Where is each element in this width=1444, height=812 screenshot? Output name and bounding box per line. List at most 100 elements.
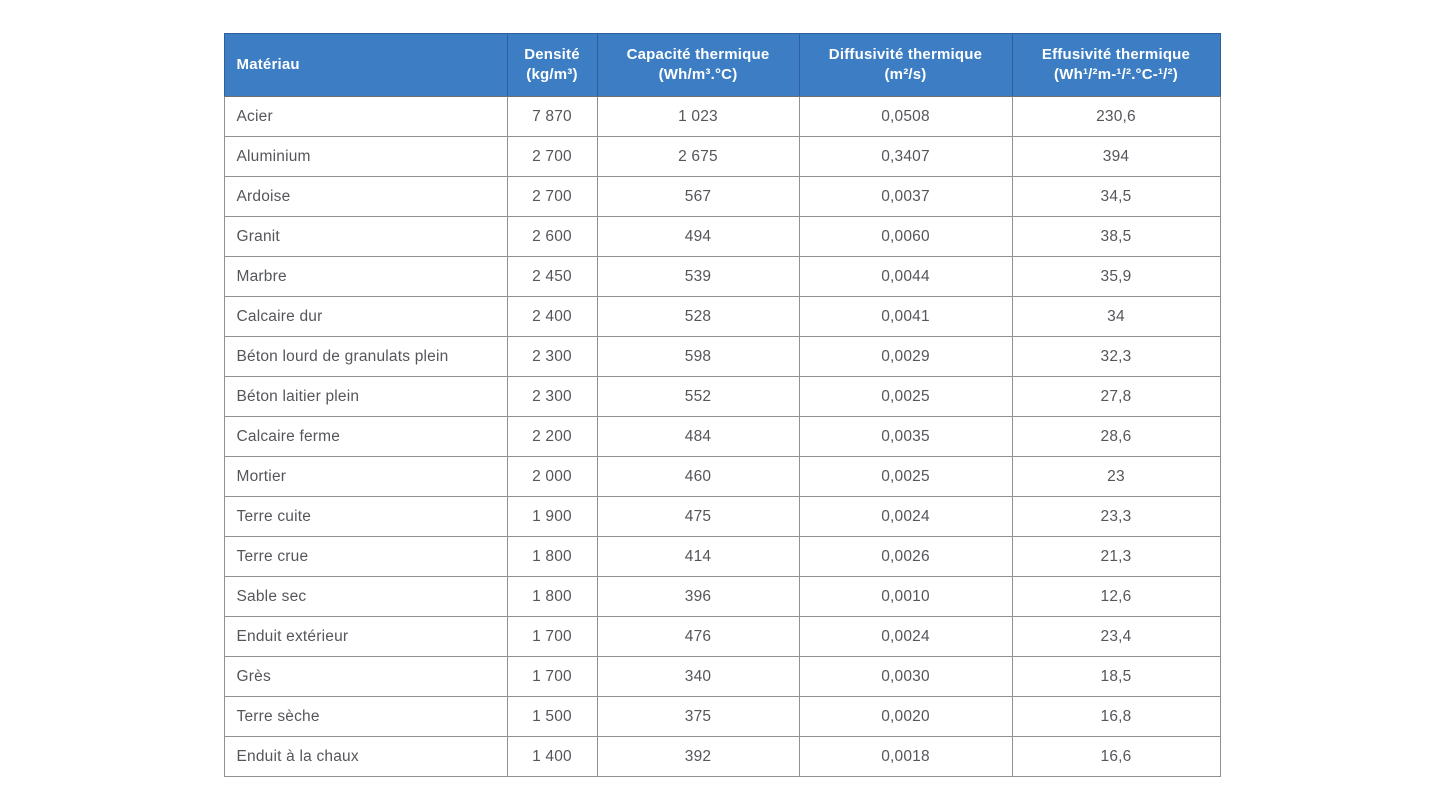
table-row: Terre crue 1 800 414 0,0026 21,3 xyxy=(223,536,1221,577)
cell-value: 392 xyxy=(596,736,800,777)
cell-material: Marbre xyxy=(223,256,508,297)
cell-value: 1 700 xyxy=(506,656,598,697)
column-label: Capacité thermique xyxy=(626,45,770,63)
cell-value: 38,5 xyxy=(1011,216,1221,257)
table-row: Calcaire ferme 2 200 484 0,0035 28,6 xyxy=(223,416,1221,457)
cell-value: 0,0030 xyxy=(798,656,1013,697)
cell-value: 0,0026 xyxy=(798,536,1013,577)
cell-value: 1 700 xyxy=(506,616,598,657)
cell-value: 0,0025 xyxy=(798,456,1013,497)
cell-value: 1 800 xyxy=(506,536,598,577)
cell-value: 0,0029 xyxy=(798,336,1013,377)
column-unit: (kg/m³) xyxy=(526,66,578,83)
cell-value: 1 023 xyxy=(596,96,800,137)
cell-material: Grès xyxy=(223,656,508,697)
column-label: Diffusivité thermique xyxy=(828,45,983,63)
cell-value: 21,3 xyxy=(1011,536,1221,577)
cell-value: 394 xyxy=(1011,136,1221,177)
cell-value: 340 xyxy=(596,656,800,697)
cell-value: 2 675 xyxy=(596,136,800,177)
cell-value: 476 xyxy=(596,616,800,657)
cell-value: 598 xyxy=(596,336,800,377)
cell-value: 12,6 xyxy=(1011,576,1221,617)
cell-material: Granit xyxy=(223,216,508,257)
cell-material: Enduit à la chaux xyxy=(223,736,508,777)
table-row: Enduit extérieur 1 700 476 0,0024 23,4 xyxy=(223,616,1221,657)
cell-value: 375 xyxy=(596,696,800,737)
cell-material: Calcaire dur xyxy=(223,296,508,337)
cell-value: 28,6 xyxy=(1011,416,1221,457)
cell-material: Ardoise xyxy=(223,176,508,217)
column-label: Effusivité thermique xyxy=(1041,45,1191,63)
cell-material: Terre crue xyxy=(223,536,508,577)
cell-value: 0,0024 xyxy=(798,616,1013,657)
cell-value: 35,9 xyxy=(1011,256,1221,297)
cell-value: 0,0508 xyxy=(798,96,1013,137)
cell-material: Acier xyxy=(223,96,508,137)
cell-value: 18,5 xyxy=(1011,656,1221,697)
table-row: Béton laitier plein 2 300 552 0,0025 27,8 xyxy=(223,376,1221,417)
cell-value: 16,8 xyxy=(1011,696,1221,737)
table-row: Mortier 2 000 460 0,0025 23 xyxy=(223,456,1221,497)
cell-value: 414 xyxy=(596,536,800,577)
cell-value: 2 000 xyxy=(506,456,598,497)
cell-value: 2 600 xyxy=(506,216,598,257)
cell-value: 1 800 xyxy=(506,576,598,617)
column-label: Densité xyxy=(524,45,580,63)
cell-value: 2 300 xyxy=(506,376,598,417)
cell-value: 539 xyxy=(596,256,800,297)
cell-value: 32,3 xyxy=(1011,336,1221,377)
cell-value: 2 400 xyxy=(506,296,598,337)
cell-value: 34,5 xyxy=(1011,176,1221,217)
table-body: Acier 7 870 1 023 0,0508 230,6 Aluminium 2 700… xyxy=(223,96,1221,777)
table-row: Enduit à la chaux 1 400 392 0,0018 16,6 xyxy=(223,736,1221,777)
cell-material: Sable sec xyxy=(223,576,508,617)
cell-value: 0,0044 xyxy=(798,256,1013,297)
table-row: Grès 1 700 340 0,0030 18,5 xyxy=(223,656,1221,697)
cell-value: 1 900 xyxy=(506,496,598,537)
cell-value: 0,0060 xyxy=(798,216,1013,257)
cell-value: 552 xyxy=(596,376,800,417)
column-label: Matériau xyxy=(236,55,300,73)
cell-value: 0,3407 xyxy=(798,136,1013,177)
column-header-materiau: Matériau xyxy=(223,33,508,97)
cell-value: 16,6 xyxy=(1011,736,1221,777)
materials-table: Matériau Densité (kg/m³) Capacité thermi… xyxy=(223,33,1221,777)
cell-value: 0,0037 xyxy=(798,176,1013,217)
table-row: Marbre 2 450 539 0,0044 35,9 xyxy=(223,256,1221,297)
cell-value: 528 xyxy=(596,296,800,337)
column-unit: (Wh/m³.°C) xyxy=(658,66,738,83)
cell-value: 2 700 xyxy=(506,176,598,217)
table-row: Terre cuite 1 900 475 0,0024 23,3 xyxy=(223,496,1221,537)
cell-material: Béton laitier plein xyxy=(223,376,508,417)
cell-value: 1 500 xyxy=(506,696,598,737)
cell-value: 2 700 xyxy=(506,136,598,177)
header-row: Matériau Densité (kg/m³) Capacité thermi… xyxy=(223,33,1221,97)
cell-value: 230,6 xyxy=(1011,96,1221,137)
table-row: Aluminium 2 700 2 675 0,3407 394 xyxy=(223,136,1221,177)
cell-value: 396 xyxy=(596,576,800,617)
cell-value: 0,0010 xyxy=(798,576,1013,617)
cell-value: 34 xyxy=(1011,296,1221,337)
table-row: Ardoise 2 700 567 0,0037 34,5 xyxy=(223,176,1221,217)
column-header-effusivite-thermique: Effusivité thermique (Wh¹/²m-¹/².°C-¹/²) xyxy=(1011,33,1221,97)
cell-value: 23 xyxy=(1011,456,1221,497)
cell-material: Enduit extérieur xyxy=(223,616,508,657)
table-row: Acier 7 870 1 023 0,0508 230,6 xyxy=(223,96,1221,137)
cell-value: 460 xyxy=(596,456,800,497)
cell-value: 27,8 xyxy=(1011,376,1221,417)
table-row: Granit 2 600 494 0,0060 38,5 xyxy=(223,216,1221,257)
cell-value: 2 200 xyxy=(506,416,598,457)
cell-value: 2 300 xyxy=(506,336,598,377)
cell-value: 1 400 xyxy=(506,736,598,777)
cell-material: Terre cuite xyxy=(223,496,508,537)
table-row: Calcaire dur 2 400 528 0,0041 34 xyxy=(223,296,1221,337)
cell-value: 23,4 xyxy=(1011,616,1221,657)
column-unit: (m²/s) xyxy=(884,66,927,83)
cell-value: 7 870 xyxy=(506,96,598,137)
cell-value: 0,0035 xyxy=(798,416,1013,457)
column-header-diffusivite-thermique: Diffusivité thermique (m²/s) xyxy=(798,33,1013,97)
cell-value: 475 xyxy=(596,496,800,537)
cell-material: Calcaire ferme xyxy=(223,416,508,457)
